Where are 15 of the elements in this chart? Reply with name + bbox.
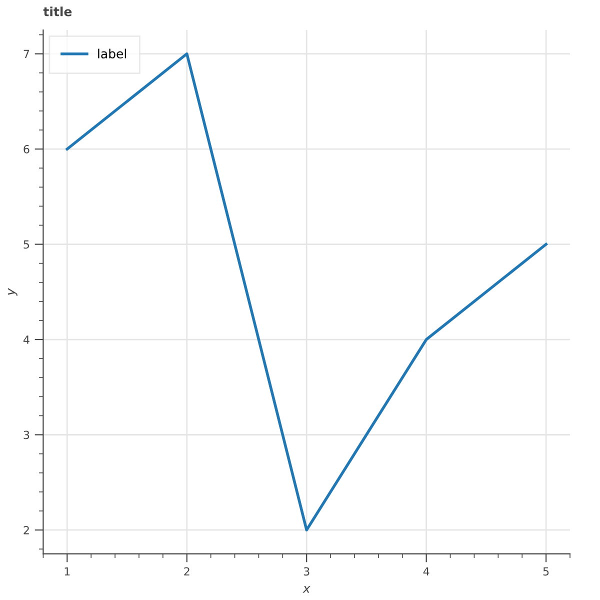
x-tick-label: 5 — [543, 567, 549, 576]
x-tick-label: 4 — [423, 567, 430, 576]
legend-label: label — [98, 48, 126, 58]
y-tick-label: 3 — [24, 430, 30, 440]
y-tick-label: 5 — [24, 240, 30, 249]
y-tick-label: 2 — [24, 526, 29, 534]
y-tick-label: 4 — [23, 336, 30, 344]
x-tick-label: 1 — [64, 567, 70, 576]
y-tick-label: 7 — [24, 50, 30, 58]
x-tick-label: 3 — [304, 567, 310, 576]
x-axis-title: x — [302, 586, 310, 593]
y-axis-title: y — [8, 288, 18, 296]
x-tick-label: 2 — [184, 567, 190, 576]
chart-title: title — [43, 6, 72, 16]
y-tick-label: 6 — [24, 145, 30, 154]
